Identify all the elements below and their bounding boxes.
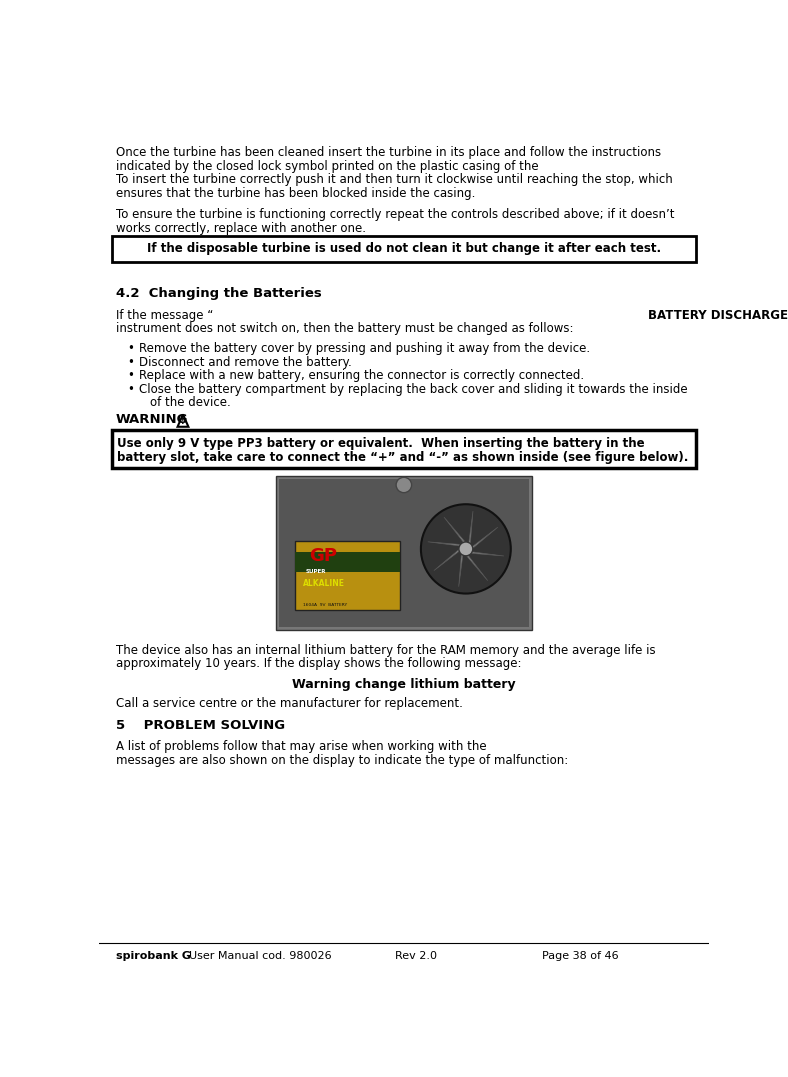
Text: approximately 10 years. If the display shows the following message:: approximately 10 years. If the display s… — [116, 657, 521, 670]
Text: If the message “: If the message “ — [116, 309, 213, 322]
Polygon shape — [466, 555, 488, 581]
Bar — [276, 476, 532, 630]
Text: A list of problems follow that may arise when working with the: A list of problems follow that may arise… — [116, 740, 490, 753]
Polygon shape — [434, 549, 460, 571]
Text: Rev 2.0: Rev 2.0 — [395, 951, 437, 961]
Text: GP: GP — [310, 547, 337, 565]
Polygon shape — [428, 542, 462, 546]
Polygon shape — [444, 517, 466, 543]
Text: •: • — [127, 355, 134, 368]
Circle shape — [396, 477, 411, 492]
Text: works correctly, replace with another one.: works correctly, replace with another on… — [116, 222, 366, 235]
Text: BATTERY DISCHARGED: BATTERY DISCHARGED — [648, 309, 788, 322]
Text: Remove the battery cover by pressing and pushing it away from the device.: Remove the battery cover by pressing and… — [139, 342, 590, 355]
Text: 4.2  Changing the Batteries: 4.2 Changing the Batteries — [116, 288, 322, 300]
Text: To ensure the turbine is functioning correctly repeat the controls described abo: To ensure the turbine is functioning cor… — [116, 208, 674, 221]
Text: battery slot, take care to connect the “+” and “-” as shown inside (see figure b: battery slot, take care to connect the “… — [117, 450, 689, 464]
Text: SUPER: SUPER — [306, 569, 326, 574]
Polygon shape — [459, 554, 463, 587]
Text: WARNING: WARNING — [116, 414, 188, 426]
Bar — [279, 479, 529, 627]
Text: Once the turbine has been cleaned insert the turbine in its place and follow the: Once the turbine has been cleaned insert… — [116, 146, 660, 159]
Text: The device also has an internal lithium battery for the RAM memory and the avera: The device also has an internal lithium … — [116, 644, 655, 657]
Text: Warning change lithium battery: Warning change lithium battery — [292, 677, 515, 690]
Text: ALKALINE: ALKALINE — [303, 579, 345, 588]
FancyBboxPatch shape — [112, 430, 696, 468]
Text: indicated by the closed lock symbol printed on the plastic casing of the: indicated by the closed lock symbol prin… — [116, 159, 542, 172]
Text: ensures that the turbine has been blocked inside the casing.: ensures that the turbine has been blocke… — [116, 186, 475, 199]
Text: of the device.: of the device. — [151, 396, 231, 409]
Text: Close the battery compartment by replacing the back cover and sliding it towards: Close the battery compartment by replaci… — [139, 382, 687, 395]
Text: Replace with a new battery, ensuring the connector is correctly connected.: Replace with a new battery, ensuring the… — [139, 369, 584, 382]
Text: To insert the turbine correctly push it and then turn it clockwise until reachin: To insert the turbine correctly push it … — [116, 173, 672, 186]
Text: 1604A  9V  BATTERY: 1604A 9V BATTERY — [303, 603, 348, 606]
Text: spirobank G: spirobank G — [116, 951, 191, 961]
Text: Use only 9 V type PP3 battery or equivalent.  When inserting the battery in the: Use only 9 V type PP3 battery or equival… — [117, 437, 645, 450]
Text: •: • — [127, 369, 134, 382]
Polygon shape — [470, 551, 504, 556]
Text: instrument does not switch on, then the battery must be changed as follows:: instrument does not switch on, then the … — [116, 322, 573, 335]
Text: If the disposable turbine is used do not clean it but change it after each test.: If the disposable turbine is used do not… — [147, 242, 661, 255]
Text: User Manual cod. 980026: User Manual cod. 980026 — [189, 951, 332, 961]
Polygon shape — [472, 527, 498, 549]
Text: Disconnect and remove the battery.: Disconnect and remove the battery. — [139, 355, 351, 368]
FancyBboxPatch shape — [112, 236, 696, 263]
Text: •: • — [127, 382, 134, 395]
Circle shape — [459, 542, 473, 556]
Circle shape — [421, 504, 511, 593]
Text: messages are also shown on the display to indicate the type of malfunction:: messages are also shown on the display t… — [116, 754, 568, 767]
Bar — [296, 541, 400, 611]
Polygon shape — [469, 512, 473, 545]
Text: !: ! — [181, 417, 185, 425]
Text: Call a service centre or the manufacturer for replacement.: Call a service centre or the manufacture… — [116, 697, 463, 710]
Text: 5    PROBLEM SOLVING: 5 PROBLEM SOLVING — [116, 718, 284, 731]
Bar — [296, 551, 400, 572]
Text: •: • — [127, 342, 134, 355]
Text: Page 38 of 46: Page 38 of 46 — [542, 951, 619, 961]
